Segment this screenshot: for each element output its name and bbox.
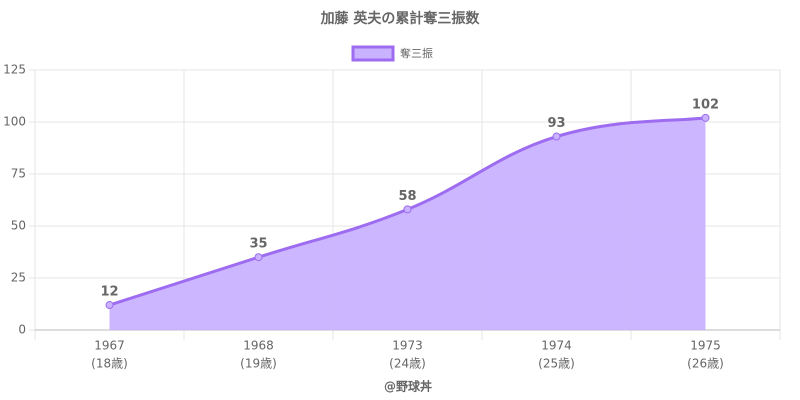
data-label: 58 [398,189,416,204]
legend-label: 奪三振 [400,46,433,60]
chart-title: 加藤 英夫の累計奪三振数 [320,10,481,27]
x-axis-label: @野球丼 [384,379,432,394]
x-tick-label: (24歳) [389,357,426,371]
x-tick-label: (25歳) [538,357,575,371]
x-tick-label: (26歳) [687,357,724,371]
y-tick-label: 75 [11,167,26,181]
point [254,253,263,262]
x-tick-label: 1975 [690,339,721,353]
legend-swatch [351,45,395,62]
y-tick-label: 0 [18,323,26,337]
x-tick-label: 1973 [392,339,423,353]
point [701,113,710,122]
y-tick-label: 125 [3,63,26,77]
x-tick-label: 1968 [243,339,274,353]
point [403,205,412,214]
data-label: 93 [547,116,565,131]
x-tick-label: (19歳) [240,357,277,371]
data-label: 35 [249,237,267,252]
y-tick-label: 50 [11,219,26,233]
data-label: 12 [100,285,118,300]
point [552,132,561,141]
y-tick-label: 25 [11,271,26,285]
x-tick-label: (18歳) [91,357,128,371]
area [109,117,706,330]
x-tick-label: 1974 [541,339,572,353]
x-tick-label: 1967 [94,339,125,353]
data-label: 102 [692,97,719,112]
y-tick-label: 100 [3,115,26,129]
point [105,301,114,310]
